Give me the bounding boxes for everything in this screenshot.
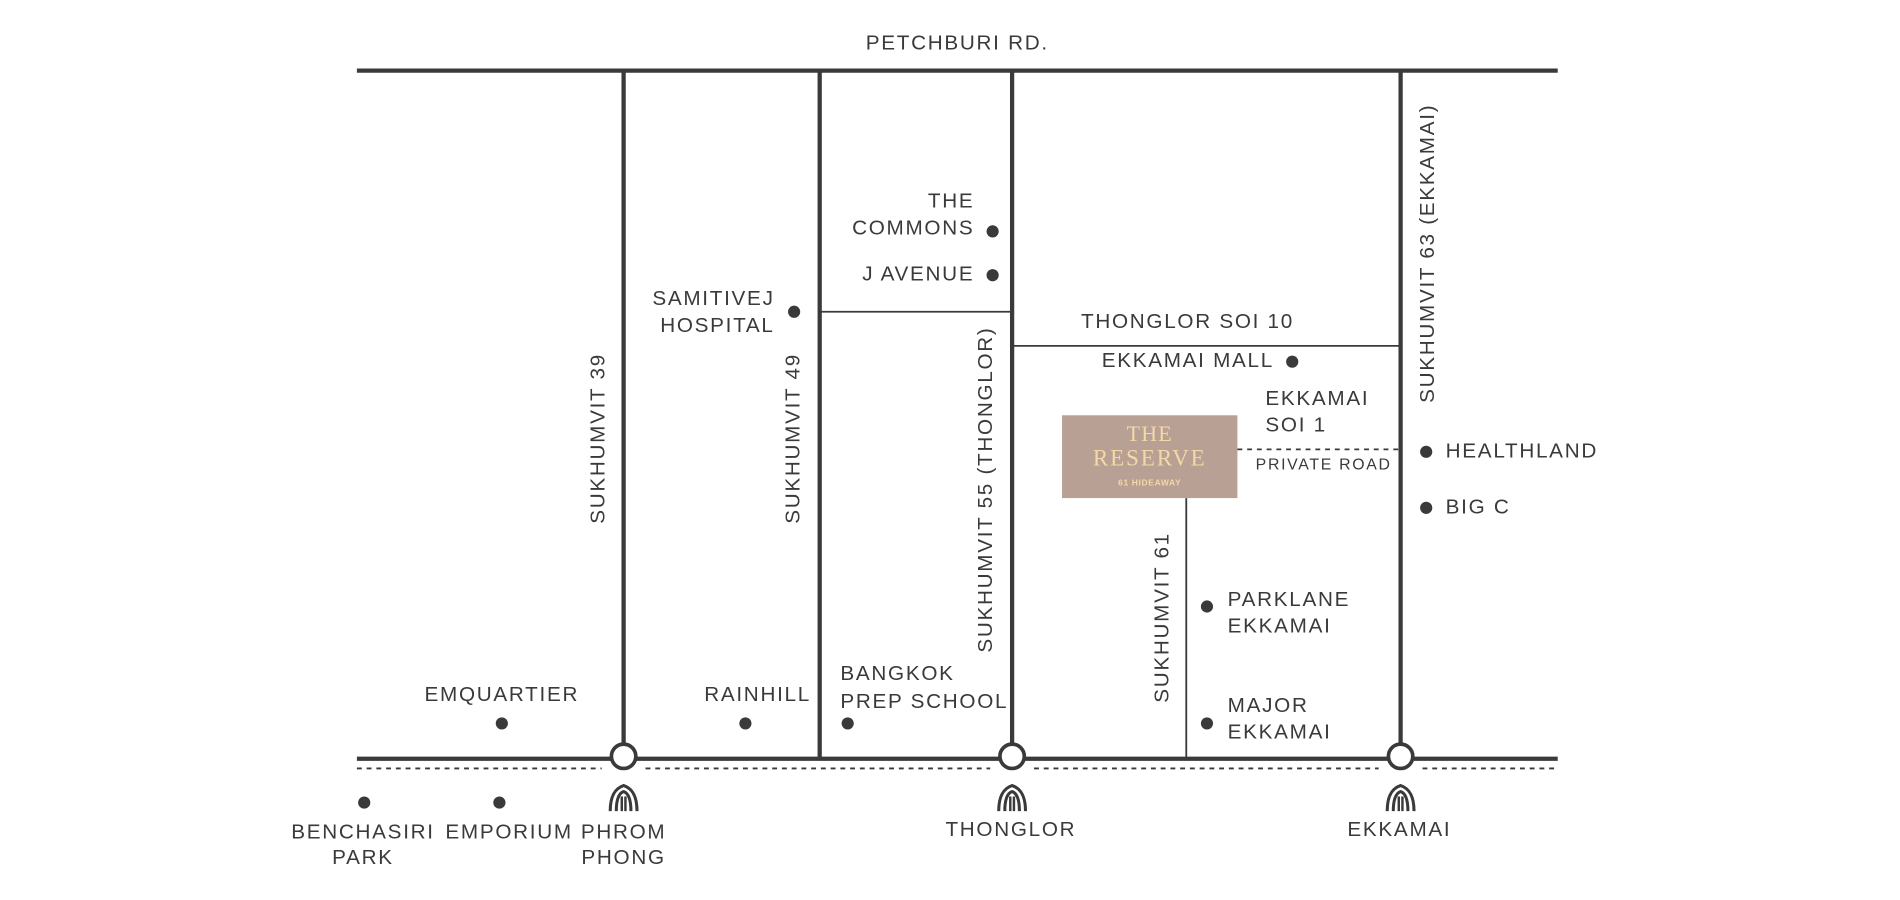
station bbox=[1386, 742, 1415, 771]
project-logo: THE RESERVE 61 HIDEAWAY bbox=[1062, 415, 1238, 499]
road-label: SUKHUMVIT 55 (THONGLOR) bbox=[974, 326, 997, 652]
station-label: PHROM bbox=[581, 820, 667, 843]
place-dot bbox=[493, 796, 506, 809]
stations: PHROM PHONG THONGLOR EKKAMAI bbox=[581, 742, 1451, 869]
place-label: HOSPITAL bbox=[660, 314, 774, 337]
road-label: SUKHUMVIT 39 bbox=[587, 353, 610, 524]
road-label: EKKAMAI bbox=[1265, 387, 1369, 410]
road-label: SOI 1 bbox=[1265, 414, 1326, 437]
logo-box bbox=[1062, 415, 1238, 499]
road-label: PRIVATE ROAD bbox=[1256, 456, 1392, 473]
place-label: BENCHASIRI bbox=[291, 820, 435, 843]
place-dot bbox=[986, 225, 999, 238]
place-label: EKKAMAI MALL bbox=[1102, 349, 1274, 372]
place-dot bbox=[358, 796, 371, 809]
place-label: PREP SCHOOL bbox=[840, 690, 1008, 713]
place-label: COMMONS bbox=[852, 216, 974, 239]
place-label: PARKLANE bbox=[1228, 588, 1350, 611]
place-dot bbox=[1200, 717, 1214, 730]
place-label: HEALTHLAND bbox=[1446, 439, 1598, 462]
place-label: EKKAMAI bbox=[1228, 615, 1332, 638]
metro-icon bbox=[608, 783, 639, 813]
station bbox=[998, 742, 1027, 771]
place-label: THE bbox=[928, 190, 974, 213]
roads bbox=[356, 68, 1558, 770]
place-label: MAJOR bbox=[1228, 694, 1309, 717]
logo-title: THE bbox=[1127, 421, 1173, 446]
place-dot bbox=[1286, 355, 1299, 368]
station-label: THONGLOR bbox=[945, 818, 1076, 841]
station-label: PHONG bbox=[581, 846, 665, 869]
road-label: SUKHUMVIT 63 (EKKAMAI) bbox=[1416, 104, 1439, 403]
place-label: BIG C bbox=[1446, 495, 1511, 518]
place-label: J AVENUE bbox=[862, 263, 974, 286]
place-dot bbox=[495, 717, 508, 730]
place-dot bbox=[841, 717, 854, 730]
place-dot bbox=[739, 717, 752, 730]
place-label: EMPORIUM bbox=[445, 820, 572, 843]
logo-name: RESERVE bbox=[1093, 446, 1207, 472]
place-dot bbox=[986, 269, 999, 282]
place-dot bbox=[1420, 501, 1433, 514]
station bbox=[609, 742, 638, 771]
place-label: EKKAMAI bbox=[1228, 721, 1332, 744]
place-label: BANGKOK bbox=[840, 662, 954, 685]
metro-icon bbox=[1385, 783, 1416, 813]
logo-tagline: 61 HIDEAWAY bbox=[1118, 478, 1181, 488]
place-dot bbox=[1420, 445, 1433, 458]
metro-icon bbox=[997, 783, 1028, 813]
place-label: EMQUARTIER bbox=[425, 683, 580, 706]
road-label: PETCHBURI RD. bbox=[866, 31, 1049, 54]
road-label: SUKHUMVIT 61 bbox=[1151, 532, 1174, 703]
station-label: EKKAMAI bbox=[1347, 818, 1451, 841]
place-dot bbox=[788, 305, 801, 318]
place-label: PARK bbox=[332, 846, 394, 869]
road-label: SUKHUMVIT 49 bbox=[782, 353, 805, 524]
road-label: THONGLOR SOI 10 bbox=[1081, 310, 1294, 333]
place-label: RAINHILL bbox=[704, 683, 811, 706]
place-label: SAMITIVEJ bbox=[652, 287, 774, 310]
place-dot bbox=[1200, 600, 1214, 613]
places: THE COMMONS J AVENUE SAMITIVEJ HOSPITAL … bbox=[291, 190, 1598, 869]
